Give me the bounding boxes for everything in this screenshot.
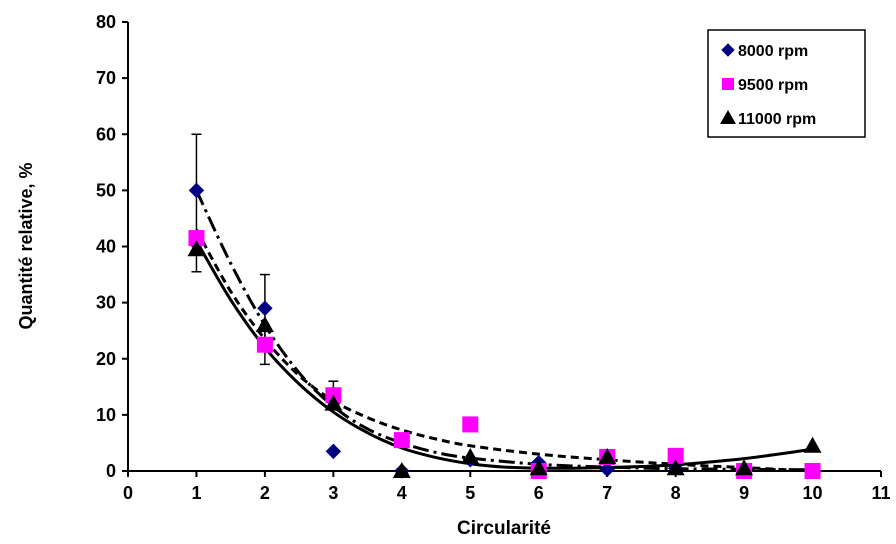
- data-point-square: [394, 432, 410, 448]
- x-tick-label: 10: [803, 483, 823, 503]
- y-tick-label: 80: [96, 12, 116, 32]
- y-tick-label: 20: [96, 349, 116, 369]
- data-point-square: [257, 337, 273, 353]
- x-tick-label: 4: [397, 483, 407, 503]
- x-tick-label: 8: [671, 483, 681, 503]
- trendline-1: [196, 190, 812, 470]
- x-tick-label: 1: [191, 483, 201, 503]
- x-tick-label: 11: [871, 483, 890, 503]
- legend-label: 8000 rpm: [738, 43, 808, 60]
- y-axis-label: Quantité relative, %: [16, 162, 36, 329]
- legend-marker-square: [722, 78, 734, 90]
- x-tick-label: 0: [123, 483, 133, 503]
- trendline-3: [196, 241, 812, 468]
- x-ticks: 0 1 2 3 4 5 6 7 8 9 10 11: [123, 471, 891, 503]
- data-point-diamond: [258, 301, 272, 315]
- data-point-diamond: [189, 183, 203, 197]
- data-point-triangle: [256, 316, 274, 332]
- data-point-triangle: [804, 437, 822, 453]
- legend-label: 11000 rpm: [738, 111, 816, 128]
- legend-label: 9500 rpm: [738, 77, 808, 94]
- x-tick-label: 7: [602, 483, 612, 503]
- y-tick-label: 40: [96, 237, 116, 257]
- x-tick-label: 2: [260, 483, 270, 503]
- y-tick-label: 10: [96, 405, 116, 425]
- y-ticks: 0 10 20 30 40 50 60 70 80: [96, 12, 128, 481]
- y-tick-label: 0: [106, 461, 116, 481]
- x-tick-label: 5: [465, 483, 475, 503]
- x-tick-label: 6: [534, 483, 544, 503]
- data-point-square: [805, 463, 821, 479]
- data-point-square: [462, 416, 478, 432]
- x-tick-label: 9: [739, 483, 749, 503]
- y-tick-label: 70: [96, 68, 116, 88]
- x-axis-label: Circularité: [457, 518, 551, 539]
- legend: 8000 rpm 9500 rpm 11000 rpm: [708, 30, 865, 137]
- trendline-2: [196, 230, 812, 471]
- y-tick-label: 30: [96, 293, 116, 313]
- data-points: [187, 183, 821, 479]
- trendlines: [196, 190, 812, 471]
- x-tick-label: 3: [328, 483, 338, 503]
- y-tick-label: 60: [96, 124, 116, 144]
- data-point-diamond: [326, 444, 340, 458]
- y-tick-label: 50: [96, 180, 116, 200]
